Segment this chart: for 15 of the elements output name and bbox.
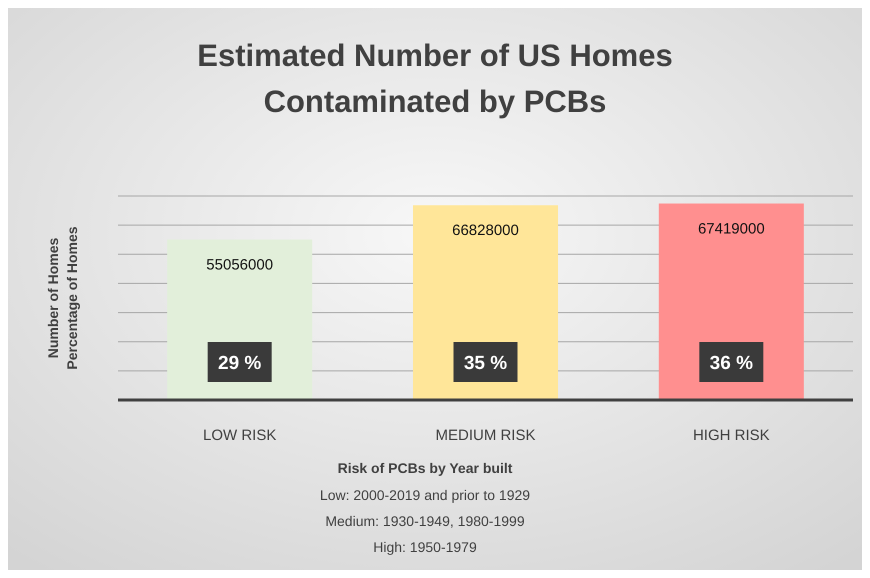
text: Medium: 1930-1949, 1980-1999 xyxy=(325,513,525,529)
text: High: 1950-1979 xyxy=(373,539,477,555)
x-tick-label: MEDIUM RISK xyxy=(435,427,536,444)
annotation: 35 % xyxy=(464,353,508,374)
x-axis-title: Risk of PCBs by Year built xyxy=(338,460,513,476)
data-label: 55056000 xyxy=(206,256,274,274)
y-axis-title: Number of Homes Percentage of Homes xyxy=(45,226,80,370)
chart-title: Estimated Number of US Homes Contaminated by PCBs xyxy=(197,38,673,119)
data-label: 66828000 xyxy=(452,222,519,240)
annotation: 36 % xyxy=(710,353,754,374)
annotation: 29 % xyxy=(218,353,262,374)
x-tick-label: HIGH RISK xyxy=(692,427,770,444)
text: Low: 2000-2019 and prior to 1929 xyxy=(320,487,530,503)
x-tick-label: LOW RISK xyxy=(203,427,276,444)
data-label: 67419000 xyxy=(698,220,765,238)
